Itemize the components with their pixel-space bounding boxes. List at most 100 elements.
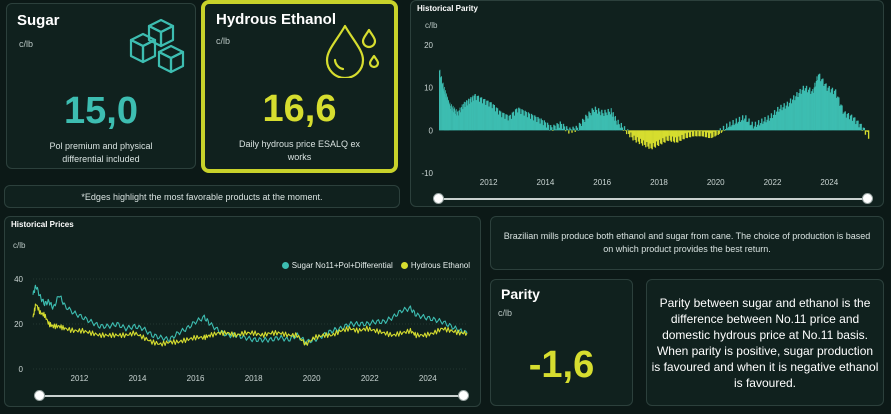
parity-positive-bar: [763, 121, 765, 131]
parity-card[interactable]: Parity c/lb -1,6: [490, 279, 633, 406]
parity-positive-bar: [504, 118, 506, 131]
parity-positive-bar: [521, 109, 523, 131]
parity-negative-bar: [660, 130, 662, 144]
parity-negative-bar: [699, 130, 701, 137]
parity-positive-bar: [503, 113, 505, 131]
parity-negative-bar: [693, 130, 695, 137]
parity-positive-bar: [501, 117, 503, 131]
parity-scroll-handle-right[interactable]: [862, 193, 873, 204]
parity-positive-bar: [732, 120, 734, 131]
parity-positive-bar: [830, 89, 833, 131]
parity-negative-bar: [687, 130, 690, 133]
parity-positive-bar: [607, 108, 609, 131]
parity-positive-bar: [792, 99, 794, 131]
parity-positive-bar: [815, 80, 817, 131]
parity-positive-bar: [863, 127, 866, 131]
parity-positive-bar: [562, 123, 565, 131]
historical-prices-chart[interactable]: 40 20 0 2012 2014 2016 2018 2020 2022 2024: [5, 217, 482, 408]
prices-ethanol-line: [32, 303, 468, 347]
parity-y-tick: 20: [424, 41, 433, 50]
legend-sugar[interactable]: Sugar No11+Pol+Differential: [281, 261, 393, 270]
ethanol-card[interactable]: Hydrous Ethanol c/lb 16,6 Daily hydrous …: [201, 0, 398, 173]
parity-title: Parity: [501, 286, 540, 302]
parity-negative-bar: [707, 130, 710, 139]
parity-negative-bar: [652, 130, 654, 144]
parity-positive-bar: [760, 123, 762, 131]
parity-positive-bar: [575, 125, 577, 131]
parity-negative-bar: [653, 130, 656, 147]
prices-scroll-handle-left[interactable]: [34, 390, 45, 401]
legend-ethanol[interactable]: Hydrous Ethanol: [400, 261, 470, 270]
parity-positive-bar: [494, 111, 497, 131]
parity-positive-bar: [441, 76, 442, 131]
parity-positive-bar: [618, 124, 620, 131]
parity-positive-bar: [474, 94, 476, 131]
parity-negative-bar: [643, 130, 645, 141]
parity-positive-bar: [455, 110, 457, 131]
parity-positive-bar: [492, 104, 494, 131]
parity-positive-bar: [766, 119, 768, 131]
parity-negative-bar: [666, 130, 668, 141]
parity-positive-bar: [596, 113, 599, 131]
sugar-description-line2: differential included: [62, 154, 140, 164]
prices-x-tick: 2022: [361, 374, 379, 383]
parity-positive-bar: [756, 124, 759, 131]
parity-positive-bar: [762, 123, 764, 131]
prices-x-tick: 2020: [303, 374, 321, 383]
parity-positive-bar: [799, 88, 801, 131]
parity-positive-bar: [572, 126, 574, 131]
parity-positive-bar: [558, 127, 560, 131]
parity-positive-bar: [727, 128, 729, 131]
parity-negative-bar: [650, 130, 652, 149]
parity-positive-bar: [731, 125, 733, 131]
parity-positive-bar: [859, 123, 861, 131]
historical-parity-title: Historical Parity: [417, 4, 478, 13]
parity-positive-bar: [538, 118, 540, 131]
historical-parity-chart[interactable]: 20 10 0 -10 2012 2014 2016 2018 2020 2022 2024: [411, 1, 885, 208]
parity-positive-bar: [490, 102, 492, 131]
parity-scroll-handle-left[interactable]: [433, 193, 444, 204]
prices-y-tick: 0: [19, 365, 24, 374]
parity-positive-bar: [832, 94, 835, 131]
parity-positive-bar: [761, 118, 763, 131]
prices-scroll-handle-right[interactable]: [458, 390, 469, 401]
parity-positive-bar: [786, 101, 789, 131]
parity-positive-bar: [442, 82, 444, 131]
parity-positive-bar: [796, 92, 798, 131]
parity-positive-bar: [590, 115, 592, 131]
parity-positive-bar: [578, 122, 581, 131]
parity-scroll-track[interactable]: [439, 198, 868, 200]
prices-scroll-track[interactable]: [39, 395, 463, 397]
parity-negative-bar: [625, 130, 628, 135]
parity-positive-bar: [831, 87, 834, 131]
parity-positive-bar: [779, 108, 781, 131]
sugar-card[interactable]: Sugar c/lb 15,0 Pol premium and physical…: [6, 3, 196, 169]
parity-positive-bar: [439, 70, 440, 131]
parity-positive-bar: [452, 107, 453, 131]
parity-negative-bar: [703, 130, 706, 132]
parity-positive-bar: [528, 113, 531, 131]
parity-positive-bar: [457, 110, 459, 131]
parity-positive-bar: [743, 120, 745, 131]
parity-positive-bar: [605, 112, 607, 131]
parity-positive-bar: [810, 93, 812, 131]
parity-positive-bar: [788, 102, 791, 131]
parity-positive-bar: [606, 115, 608, 131]
parity-negative-bar: [552, 130, 554, 131]
parity-positive-bar: [586, 116, 588, 131]
parity-negative-bar: [670, 130, 673, 142]
parity-positive-bar: [728, 126, 730, 131]
parity-positive-bar: [759, 125, 761, 131]
parity-positive-bar: [793, 95, 795, 131]
historical-prices-panel: Historical Prices c/lb Sugar No11+Pol+Di…: [4, 216, 481, 407]
parity-value: -1,6: [528, 344, 595, 386]
parity-negative-bar: [702, 130, 704, 137]
parity-positive-bar: [804, 88, 807, 131]
parity-x-tick: 2018: [650, 178, 668, 187]
historical-prices-unit: c/lb: [13, 241, 26, 250]
parity-positive-bar: [551, 127, 553, 131]
parity-negative-bar: [571, 130, 573, 133]
ethanol-description-line2: works: [287, 152, 312, 162]
parity-negative-bar: [568, 130, 570, 134]
parity-positive-bar: [593, 112, 596, 131]
